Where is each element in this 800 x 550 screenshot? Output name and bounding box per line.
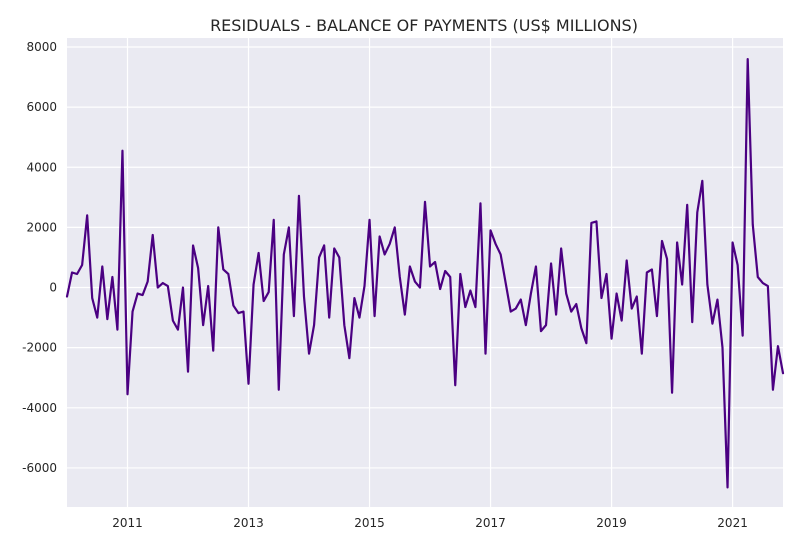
- x-tick-label: 2015: [354, 516, 385, 530]
- y-tick-label: 2000: [26, 220, 57, 234]
- chart-title: RESIDUALS - BALANCE OF PAYMENTS (US$ MIL…: [210, 16, 638, 35]
- x-tick-label: 2017: [475, 516, 506, 530]
- y-tick-label: -6000: [22, 461, 57, 475]
- grid-lines: [67, 38, 783, 507]
- y-tick-label: 4000: [26, 160, 57, 174]
- series-lines: [65, 57, 785, 489]
- y-axis-ticks: -6000 -4000 -2000 0 2000 4000 6000 8000: [22, 40, 57, 475]
- y-tick-label: 8000: [26, 40, 57, 54]
- y-tick-label: -2000: [22, 341, 57, 355]
- plot-area: [67, 38, 783, 507]
- x-tick-label: 2019: [596, 516, 627, 530]
- x-axis-ticks: 2011 2013 2015 2017 2019 2021: [112, 516, 748, 530]
- series-line: [65, 57, 785, 489]
- y-tick-label: -4000: [22, 401, 57, 415]
- x-tick-label: 2021: [717, 516, 748, 530]
- x-tick-label: 2011: [112, 516, 143, 530]
- y-tick-label: 0: [49, 281, 57, 295]
- x-tick-label: 2013: [233, 516, 264, 530]
- y-tick-label: 6000: [26, 100, 57, 114]
